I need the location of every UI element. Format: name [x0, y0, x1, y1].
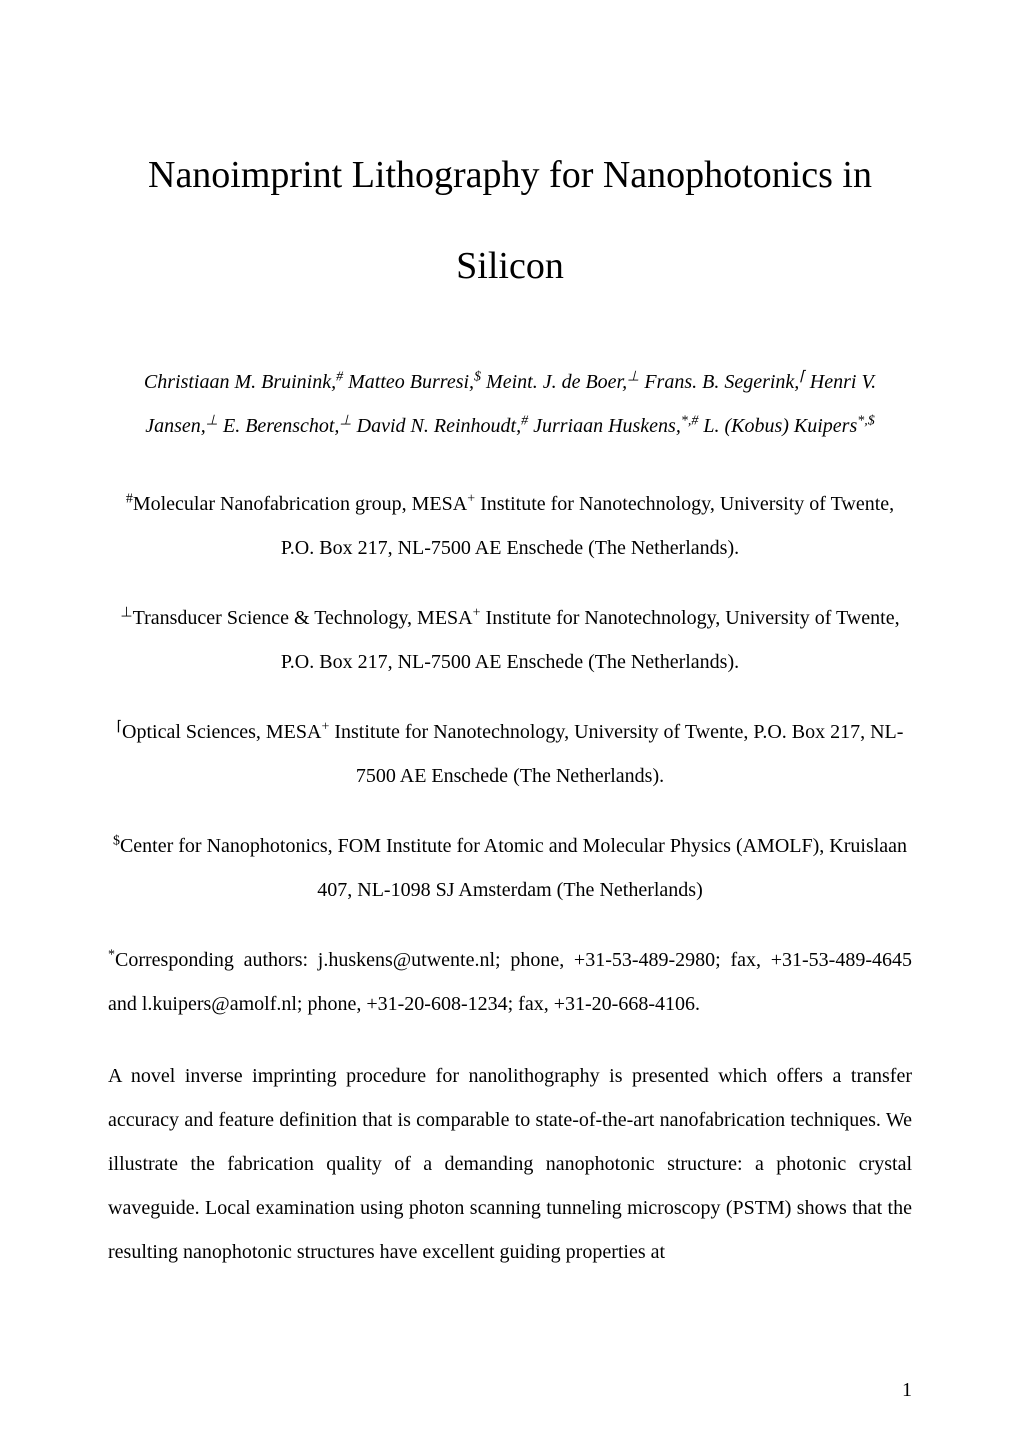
affiliation-2: ⊥Transducer Science & Technology, MESA+ …	[108, 596, 912, 684]
affiliation-1: #Molecular Nanofabrication group, MESA+ …	[108, 482, 912, 570]
page: Nanoimprint Lithography for Nanophotonic…	[0, 0, 1020, 1442]
affiliation-3: ⌈Optical Sciences, MESA+ Institute for N…	[108, 710, 912, 798]
abstract-text: A novel inverse imprinting procedure for…	[108, 1054, 912, 1274]
paper-title: Nanoimprint Lithography for Nanophotonic…	[108, 130, 912, 312]
corresponding-authors: *Corresponding authors: j.huskens@utwent…	[108, 938, 912, 1026]
affiliation-4: $Center for Nanophotonics, FOM Institute…	[108, 824, 912, 912]
page-number: 1	[902, 1379, 912, 1402]
author-list: Christiaan M. Bruinink,# Matteo Burresi,…	[108, 360, 912, 448]
